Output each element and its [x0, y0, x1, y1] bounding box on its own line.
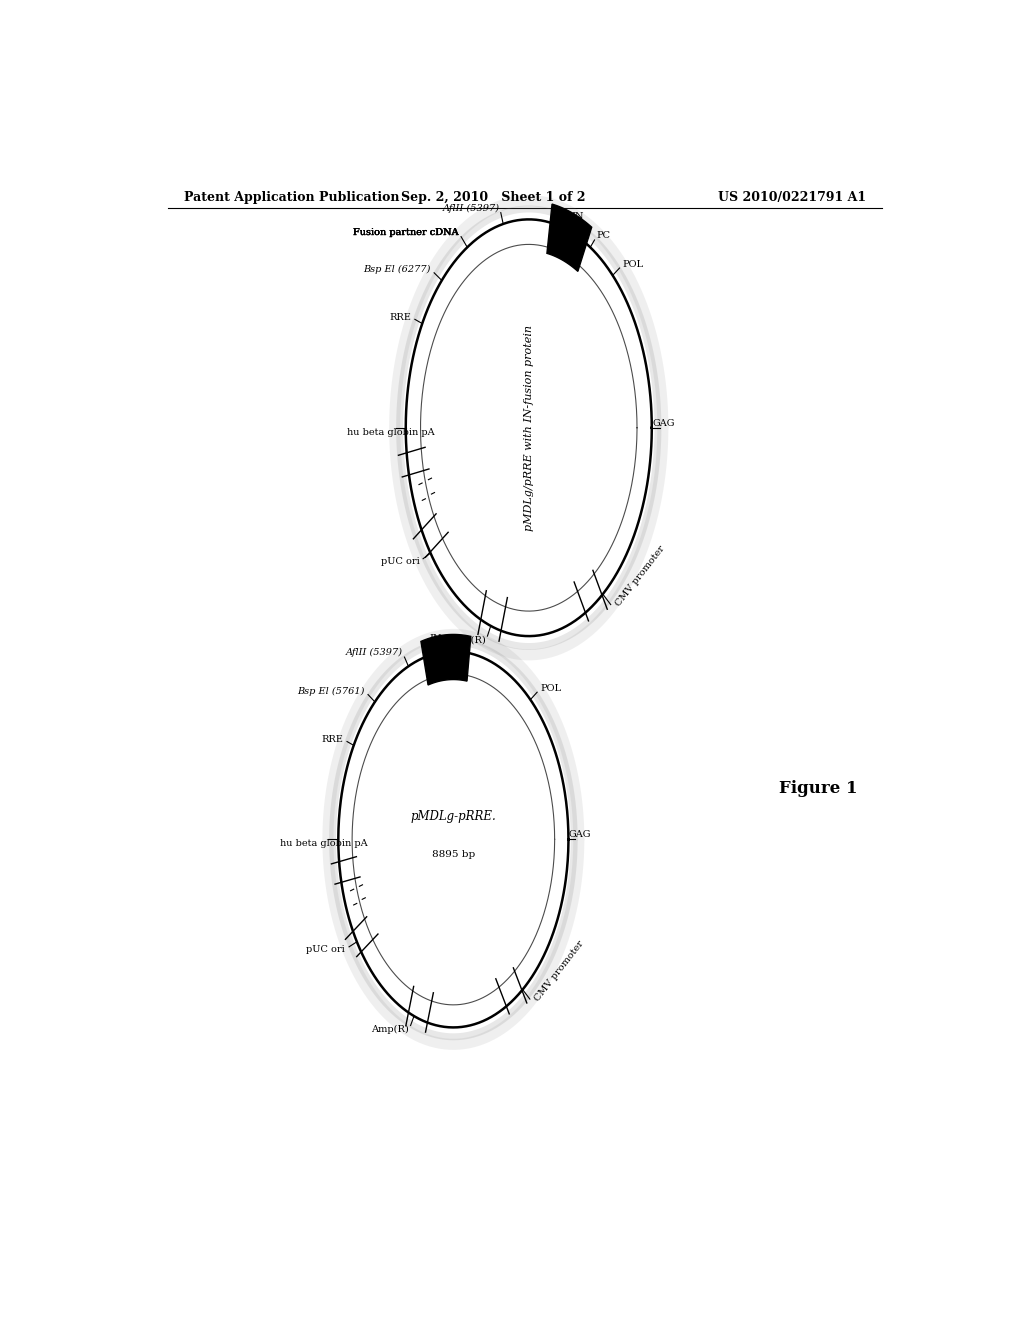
- Text: hu beta globin pA: hu beta globin pA: [280, 840, 368, 849]
- Text: Bsp El (5761): Bsp El (5761): [298, 686, 365, 696]
- Text: Figure 1: Figure 1: [778, 780, 857, 797]
- Text: POL: POL: [623, 260, 644, 269]
- Text: PC: PC: [597, 231, 611, 240]
- Text: Amp(R): Amp(R): [372, 1026, 409, 1035]
- Text: Amp(R): Amp(R): [449, 636, 486, 645]
- Text: GAG: GAG: [653, 418, 676, 428]
- Text: Patent Application Publication: Patent Application Publication: [183, 190, 399, 203]
- Text: Fusion partner cDNA: Fusion partner cDNA: [353, 228, 459, 238]
- Text: 8895 bp: 8895 bp: [432, 850, 475, 859]
- Text: Bsp El (6277): Bsp El (6277): [364, 265, 431, 275]
- Text: IN: IN: [571, 213, 584, 220]
- Text: pUC ori: pUC ori: [381, 557, 420, 566]
- Text: AflII (5397): AflII (5397): [442, 203, 500, 213]
- Text: IN: IN: [430, 634, 442, 643]
- Text: hu beta globin pA: hu beta globin pA: [347, 428, 435, 437]
- Text: pUC ori: pUC ori: [306, 945, 345, 954]
- Text: pMDLg-pRRE.: pMDLg-pRRE.: [411, 810, 497, 824]
- Text: US 2010/0221791 A1: US 2010/0221791 A1: [718, 190, 866, 203]
- Text: Fusion partner cDNA: Fusion partner cDNA: [353, 228, 459, 238]
- Text: AflII (5397): AflII (5397): [346, 648, 402, 657]
- Text: CMV promoter: CMV promoter: [613, 544, 667, 609]
- Text: GAG: GAG: [568, 830, 591, 840]
- Text: RRE: RRE: [322, 735, 343, 743]
- Text: Sep. 2, 2010   Sheet 1 of 2: Sep. 2, 2010 Sheet 1 of 2: [400, 190, 586, 203]
- Text: pMDLg/pRRE with IN-fusion protein: pMDLg/pRRE with IN-fusion protein: [523, 325, 534, 531]
- Text: POL: POL: [541, 684, 561, 693]
- Text: Fusion partner cDNA: Fusion partner cDNA: [353, 228, 459, 238]
- Polygon shape: [547, 205, 592, 272]
- Text: CMV promoter: CMV promoter: [532, 939, 586, 1003]
- Text: RRE: RRE: [389, 313, 411, 322]
- Polygon shape: [421, 635, 471, 685]
